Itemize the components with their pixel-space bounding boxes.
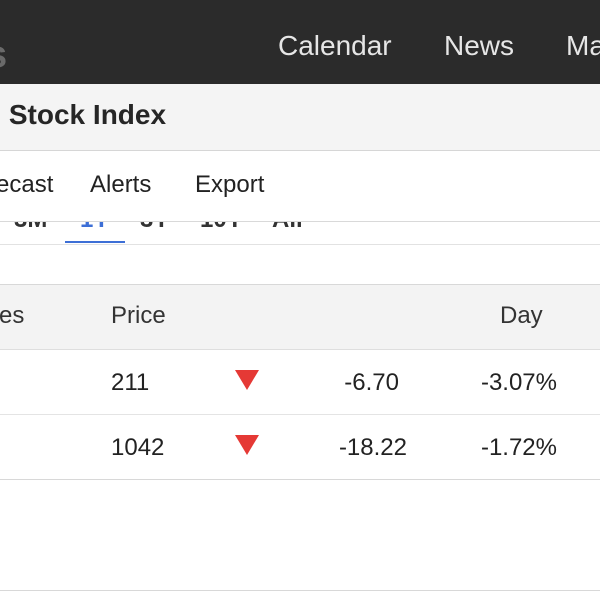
table-row[interactable]: 1042 -18.22 -1.72% bbox=[0, 415, 600, 479]
down-arrow-icon bbox=[235, 435, 259, 455]
nav-link-news[interactable]: News bbox=[444, 30, 515, 61]
price-cell: 211 bbox=[111, 369, 150, 396]
range-tab-3y[interactable]: 3Y bbox=[140, 222, 169, 232]
tab-alerts[interactable]: Alerts bbox=[90, 171, 152, 198]
column-header-name[interactable]: es bbox=[0, 302, 25, 329]
top-navigation-bar: s Calendar News Ma bbox=[0, 0, 600, 84]
quotes-table: es Price Day 211 -6.70 -3.07% 1042 -18.2… bbox=[0, 284, 600, 480]
change-cell: -6.70 bbox=[344, 369, 399, 396]
section-tabs: ecast Alerts Export bbox=[0, 151, 600, 222]
percent-change-cell: -1.72% bbox=[480, 434, 557, 461]
page-title: n Stock Index bbox=[0, 99, 167, 130]
column-header-day[interactable]: Day bbox=[500, 302, 543, 329]
tab-forecast[interactable]: ecast bbox=[0, 171, 54, 198]
time-range-tabs: 3M 1Y 3Y 10Y All bbox=[0, 222, 600, 245]
down-arrow-icon bbox=[235, 370, 259, 390]
change-cell: -18.22 bbox=[338, 434, 407, 461]
range-tab-10y[interactable]: 10Y bbox=[200, 222, 243, 232]
site-logo[interactable]: s bbox=[0, 36, 7, 74]
range-tab-1y[interactable]: 1Y bbox=[80, 222, 109, 232]
percent-change-cell: -3.07% bbox=[480, 369, 557, 396]
table-row[interactable]: 211 -6.70 -3.07% bbox=[0, 350, 600, 415]
price-cell: 1042 bbox=[111, 434, 165, 461]
section-divider bbox=[0, 590, 600, 591]
page-title-bar: n Stock Index bbox=[0, 84, 600, 151]
range-tab-3m[interactable]: 3M bbox=[14, 222, 47, 232]
nav-link-markets[interactable]: Ma bbox=[566, 30, 600, 61]
range-tab-all[interactable]: All bbox=[272, 222, 303, 232]
column-header-price[interactable]: Price bbox=[111, 302, 166, 329]
table-header: es Price Day bbox=[0, 285, 600, 350]
nav-link-calendar[interactable]: Calendar bbox=[278, 30, 392, 61]
tab-export[interactable]: Export bbox=[195, 171, 265, 198]
active-range-indicator bbox=[65, 241, 125, 243]
